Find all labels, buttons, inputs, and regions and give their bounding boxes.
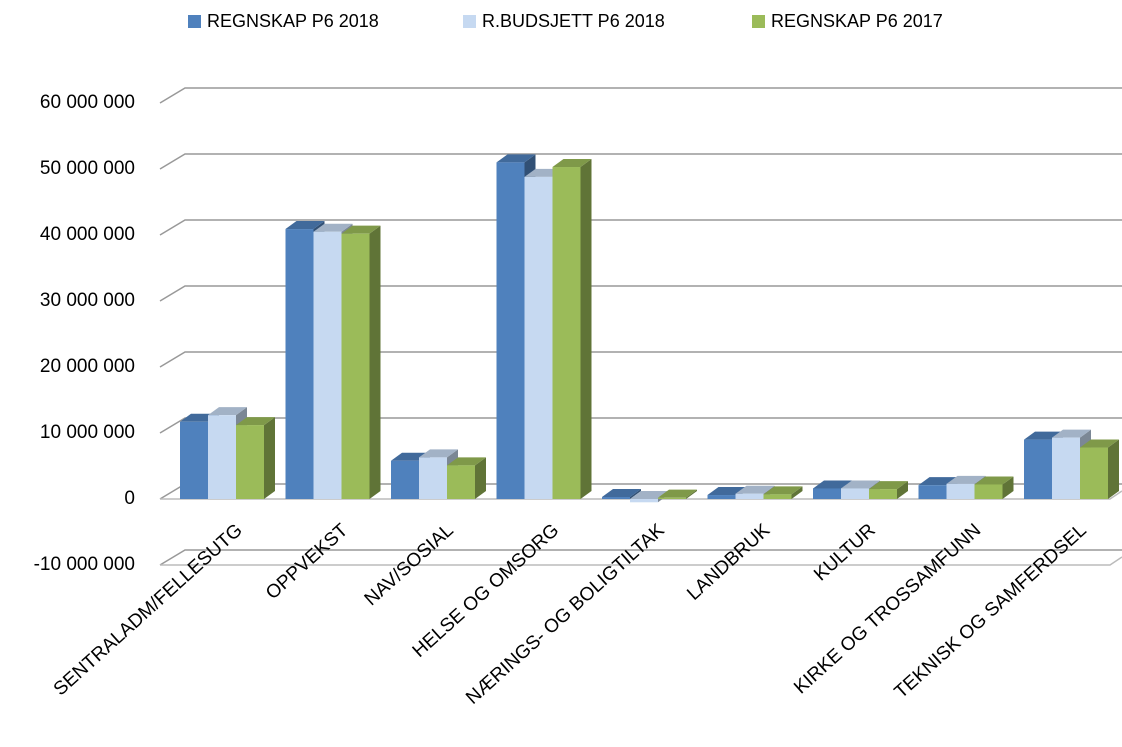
bar-top xyxy=(419,449,458,458)
bar xyxy=(236,417,275,499)
legend-label: REGNSKAP P6 2018 xyxy=(207,11,379,31)
bar-front xyxy=(1080,447,1108,499)
bar-side xyxy=(686,489,697,499)
bar-front xyxy=(735,493,764,499)
grid-line xyxy=(159,87,1122,104)
bar-side xyxy=(1002,476,1014,499)
bar-top xyxy=(869,481,908,490)
bar-front xyxy=(419,457,447,499)
floor-edge xyxy=(160,556,1122,566)
bar-side xyxy=(369,225,381,499)
bar-front xyxy=(208,415,236,499)
x-tick-label: OPPVEKST xyxy=(262,520,352,604)
bar-front xyxy=(391,460,419,499)
bar xyxy=(552,159,592,499)
bar-front xyxy=(285,229,314,499)
bar-front xyxy=(813,488,841,499)
grid-line xyxy=(159,351,1122,368)
bar-top xyxy=(236,417,275,426)
floor-edge xyxy=(160,490,1122,500)
bar-top xyxy=(552,159,592,168)
legend-swatch xyxy=(188,15,201,28)
bar-top xyxy=(447,457,486,466)
bar-front xyxy=(658,497,686,499)
bar-side xyxy=(897,481,908,499)
bar-front xyxy=(496,162,525,499)
bar-top xyxy=(974,476,1014,485)
bar-front xyxy=(552,167,581,499)
bar-side xyxy=(264,417,275,499)
y-tick-label: 10 000 000 xyxy=(40,422,135,443)
x-tick-label: SENTRALADM/FELLESUTG xyxy=(50,520,247,700)
bar-front xyxy=(974,484,1003,499)
bar-side xyxy=(580,159,592,499)
bar xyxy=(341,225,381,499)
bar-front xyxy=(180,421,208,499)
bar-front xyxy=(630,499,658,503)
x-tick-label: NÆRINGS- OG BOLIGTILTAK xyxy=(462,520,669,709)
grid-line xyxy=(159,219,1122,236)
bar-top xyxy=(496,154,536,163)
grid-line xyxy=(159,285,1122,302)
legend-swatch xyxy=(752,15,765,28)
y-tick-label: 0 xyxy=(124,488,135,509)
grid-line xyxy=(159,549,1122,566)
bar-top xyxy=(735,485,775,494)
bar xyxy=(1080,439,1119,499)
bar-front xyxy=(841,488,869,499)
bar-front xyxy=(236,425,264,499)
y-tick-label: 20 000 000 xyxy=(40,356,135,377)
bar xyxy=(658,489,697,499)
bar-front xyxy=(763,494,792,499)
bar-top xyxy=(285,221,325,230)
bar-top xyxy=(658,489,697,498)
y-tick-label: 50 000 000 xyxy=(40,158,135,179)
bar-top xyxy=(813,480,852,489)
bar-top xyxy=(1052,429,1091,438)
x-tick-label: LANDBRUK xyxy=(683,520,774,605)
bar-side xyxy=(791,486,803,499)
bar-top xyxy=(341,225,381,234)
bar-front xyxy=(313,231,342,499)
bar-top xyxy=(763,486,803,495)
bar-side xyxy=(630,489,641,499)
bar-front xyxy=(1052,437,1080,499)
bar-top xyxy=(841,480,880,489)
bar xyxy=(763,486,803,499)
bar-front xyxy=(1024,439,1052,499)
grid-line xyxy=(159,153,1122,170)
bar-front xyxy=(447,465,475,499)
bar-top xyxy=(602,489,641,498)
bar-front xyxy=(918,485,947,499)
legend-label: R.BUDSJETT P6 2018 xyxy=(482,11,665,31)
bar-top xyxy=(208,407,247,416)
bar-top xyxy=(313,223,353,232)
y-tick-label: 60 000 000 xyxy=(40,92,135,113)
x-tick-label: KULTUR xyxy=(810,520,879,586)
y-tick-label: 40 000 000 xyxy=(40,224,135,245)
bar-front xyxy=(869,489,897,499)
bar-front xyxy=(524,176,553,500)
x-tick-label: TEKNISK OG SAMFERDSEL xyxy=(891,520,1091,703)
bar-top xyxy=(1080,439,1119,448)
bar xyxy=(869,481,908,499)
legend-swatch xyxy=(463,15,476,28)
bar-front xyxy=(341,233,370,499)
bar xyxy=(602,489,641,499)
bar xyxy=(447,457,486,499)
bar xyxy=(974,476,1014,499)
x-tick-label: KIRKE OG TROSSAMFUNN xyxy=(790,520,985,699)
bar-top xyxy=(946,475,986,484)
bar-front xyxy=(707,495,736,499)
bar-side xyxy=(475,457,486,499)
bar-side xyxy=(1108,439,1119,499)
grid-line xyxy=(159,417,1122,434)
bar-front xyxy=(946,483,975,499)
legend-label: REGNSKAP P6 2017 xyxy=(771,11,943,31)
y-tick-label: -10 000 000 xyxy=(34,554,135,575)
bar-front xyxy=(602,497,630,499)
y-tick-label: 30 000 000 xyxy=(40,290,135,311)
